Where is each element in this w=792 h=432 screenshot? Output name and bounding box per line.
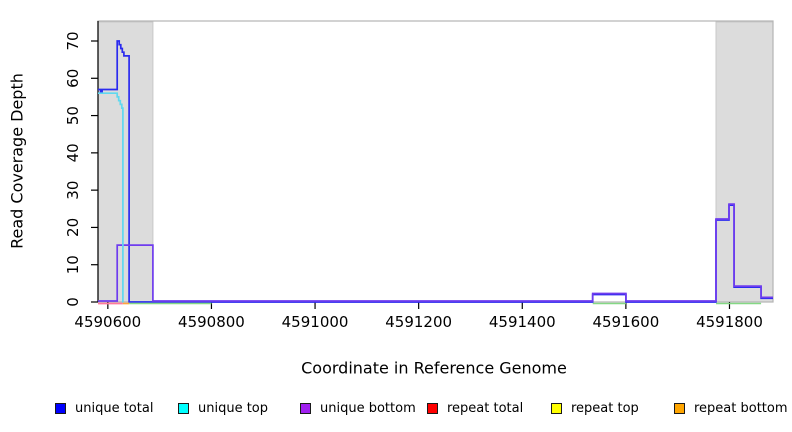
legend-swatch-icon <box>55 402 66 414</box>
y-tick-label: 20 <box>64 218 82 237</box>
y-tick-label: 30 <box>64 181 82 200</box>
legend-swatch-icon <box>674 402 685 414</box>
legend-label: repeat total <box>447 400 524 416</box>
legend-item-repeat-top: repeat top <box>551 400 639 416</box>
legend: unique total unique top unique bottom repea… <box>0 400 792 420</box>
x-axis-title: Coordinate in Reference Genome <box>301 358 567 378</box>
y-tick-label: 10 <box>64 255 82 274</box>
x-tick-label: 4590600 <box>74 313 141 331</box>
x-tick-label: 4591200 <box>385 313 452 331</box>
x-tick-label: 4591800 <box>696 313 763 331</box>
y-tick-label: 70 <box>64 31 82 50</box>
legend-label: repeat bottom <box>694 400 788 416</box>
legend-label: unique bottom <box>320 400 416 416</box>
legend-swatch-icon <box>178 402 189 414</box>
legend-label: repeat top <box>571 400 639 416</box>
y-tick-label: 40 <box>64 143 82 162</box>
legend-label: unique total <box>75 400 154 416</box>
series-unique-total <box>98 40 773 303</box>
x-tick-label: 4590800 <box>178 313 245 331</box>
legend-swatch-icon <box>551 402 562 414</box>
legend-item-repeat-bottom: repeat bottom <box>674 400 788 416</box>
legend-label: unique top <box>198 400 269 416</box>
x-tick-label: 4591400 <box>489 313 556 331</box>
legend-item-unique-bottom: unique bottom <box>300 400 416 416</box>
y-axis-title: Read Coverage Depth <box>7 73 27 249</box>
legend-item-unique-top: unique top <box>178 400 268 416</box>
x-tick-label: 4591000 <box>282 313 349 331</box>
y-tick-label: 60 <box>64 69 82 88</box>
legend-item-repeat-total: repeat total <box>427 400 523 416</box>
y-tick-label: 0 <box>64 297 82 307</box>
repeat-region-shade <box>97 21 154 303</box>
legend-swatch-icon <box>300 402 311 414</box>
series-unique-bottom <box>98 203 773 302</box>
y-tick-label: 50 <box>64 106 82 125</box>
plot-frame <box>97 20 774 303</box>
repeat-region-shade <box>715 21 774 303</box>
legend-item-unique-total: unique total <box>55 400 153 416</box>
legend-swatch-icon <box>427 402 438 414</box>
x-tick-label: 4591600 <box>592 313 659 331</box>
series-unique-top <box>98 92 124 303</box>
